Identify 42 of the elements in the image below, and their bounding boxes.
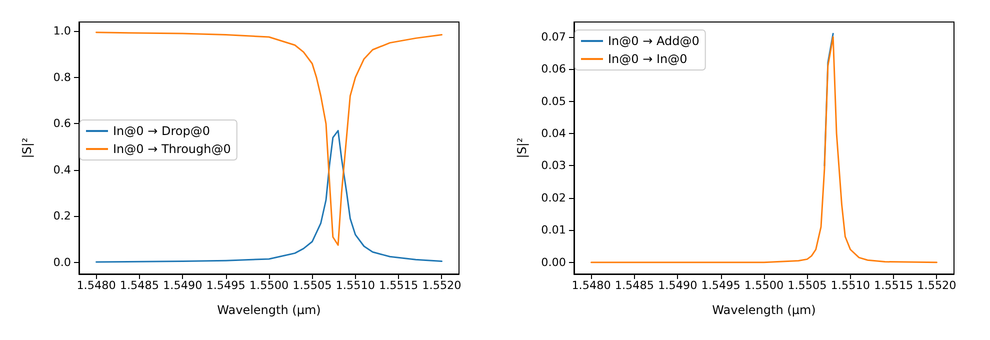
line-series [96, 32, 442, 246]
x-tick-label: 1.5520 [917, 279, 956, 292]
x-tick-label: 1.5490 [658, 279, 698, 292]
y-tick-label: 0.00 [541, 256, 566, 269]
x-tick-label: 1.5520 [422, 279, 462, 292]
y-tick-label: 0.0 [53, 256, 71, 269]
x-tick-label: 1.5485 [614, 279, 654, 292]
x-tick-label: 1.5515 [378, 279, 418, 292]
y-axis-title: |S|² [515, 138, 529, 158]
y-tick-label: 0.4 [53, 163, 71, 176]
x-tick-label: 1.5500 [249, 279, 289, 292]
y-tick-label: 0.8 [53, 70, 71, 84]
x-tick-label: 1.5510 [830, 279, 870, 292]
y-tick-label: 0.03 [541, 159, 566, 172]
y-tick-label: 1.0 [53, 24, 71, 38]
legend-label: In@0 → In@0 [608, 52, 688, 66]
x-tick-label: 1.5485 [120, 279, 160, 292]
legend-label: In@0 → Drop@0 [113, 124, 210, 138]
x-tick-label: 1.5510 [336, 279, 375, 292]
x-tick-label: 1.5505 [292, 279, 332, 292]
x-tick-label: 1.5505 [788, 279, 827, 292]
y-tick-label: 0.06 [541, 62, 566, 76]
legend-label: In@0 → Add@0 [608, 34, 700, 48]
x-tick-label: 1.5500 [744, 279, 784, 292]
legend-label: In@0 → Through@0 [113, 142, 231, 156]
y-axis-title: |S|² [20, 138, 34, 158]
x-tick-label: 1.5495 [701, 279, 740, 292]
x-tick-label: 1.5480 [76, 279, 116, 292]
x-tick-label: 1.5480 [572, 279, 611, 292]
x-tick-label: 1.5495 [206, 279, 246, 292]
y-tick-label: 0.01 [541, 224, 566, 237]
x-axis-title: Wavelength (µm) [217, 303, 321, 317]
y-tick-label: 0.6 [53, 117, 71, 130]
y-tick-label: 0.02 [541, 191, 566, 204]
line-series [590, 36, 938, 264]
y-tick-label: 0.07 [541, 30, 566, 44]
y-tick-label: 0.05 [541, 94, 566, 108]
y-tick-label: 0.2 [53, 210, 71, 223]
y-tick-label: 0.04 [541, 127, 566, 140]
x-tick-label: 1.5515 [874, 279, 914, 292]
x-tick-label: 1.5490 [163, 279, 202, 292]
x-axis-title: Wavelength (µm) [712, 303, 816, 317]
